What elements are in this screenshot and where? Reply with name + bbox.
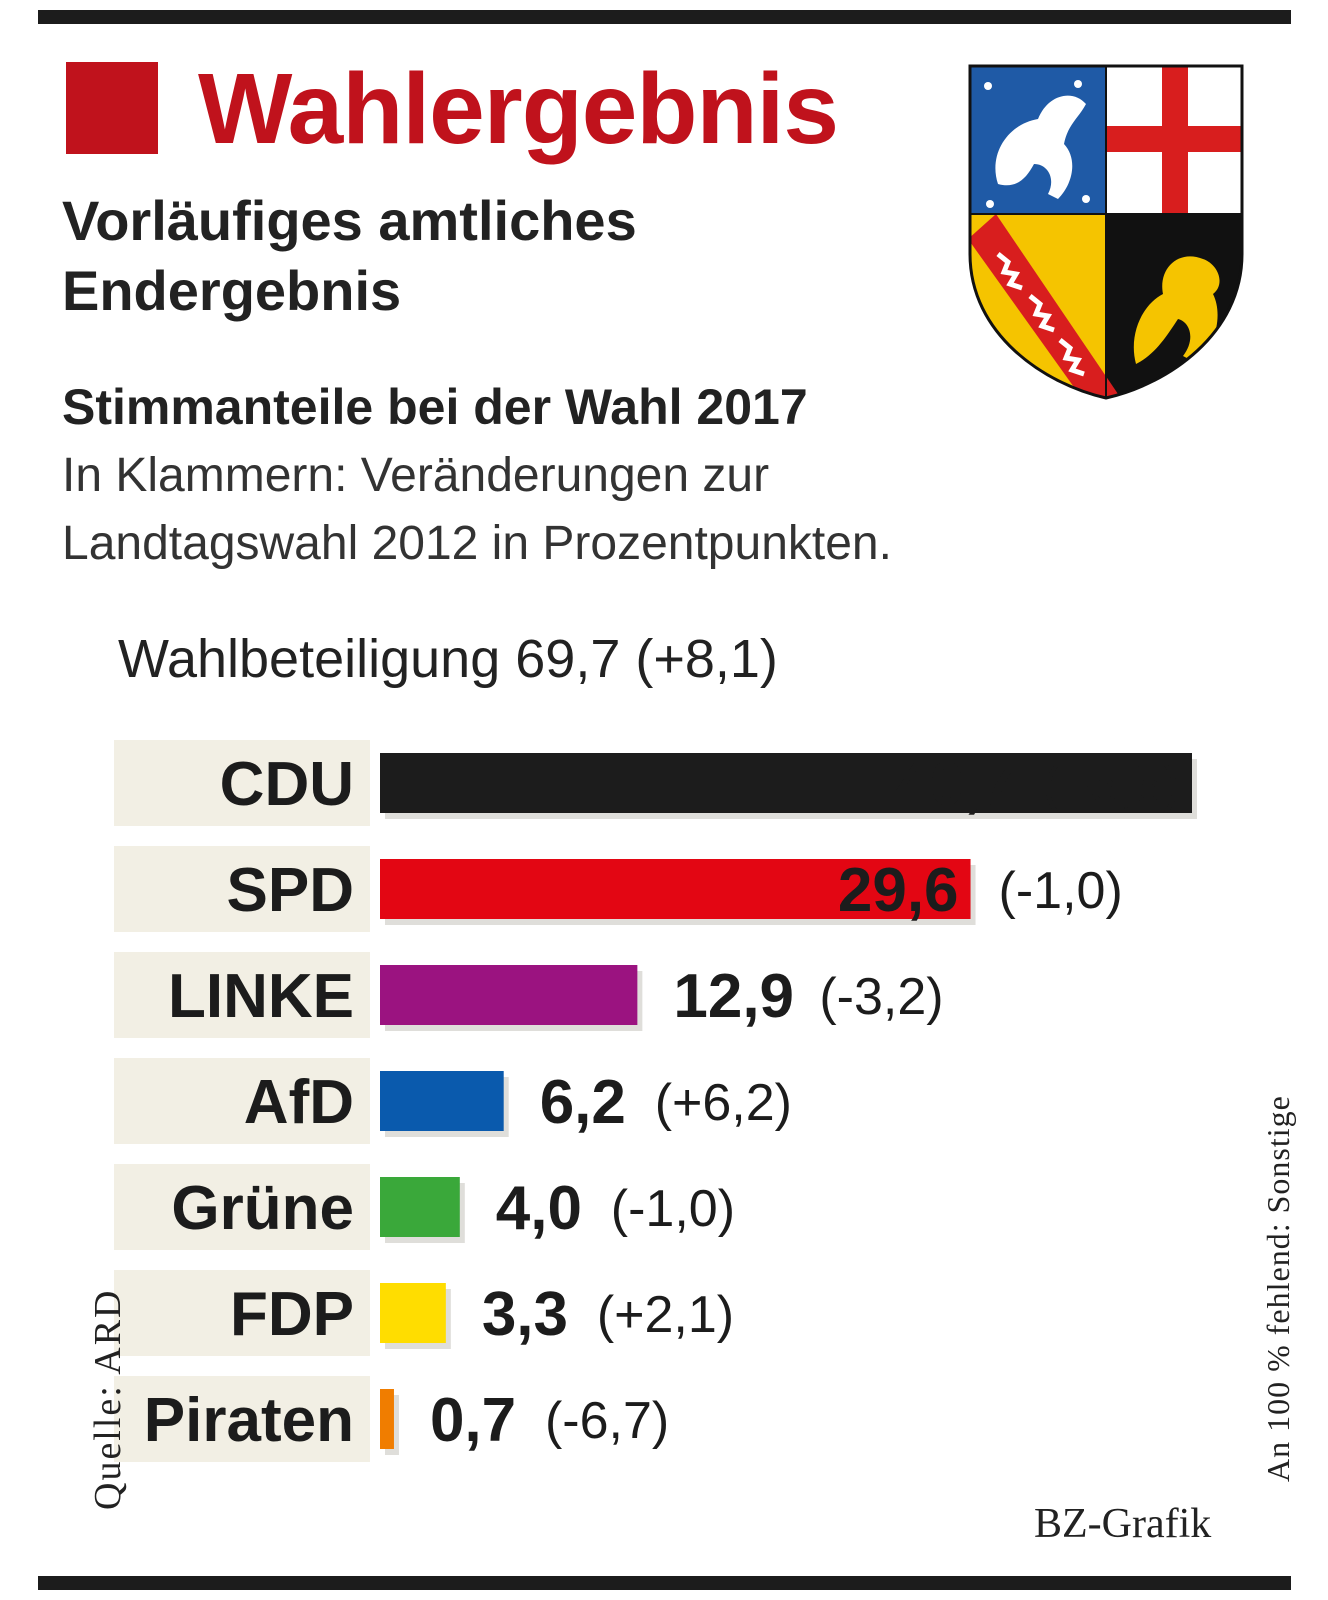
source-note: Quelle: ARD <box>87 1288 129 1510</box>
bar-label-afd: AfD <box>244 1068 354 1137</box>
bar-label-fdp: FDP <box>230 1280 354 1349</box>
bar-cdu <box>380 753 1192 813</box>
bar-label-piraten: Piraten <box>144 1386 354 1455</box>
bar-label-gruene: Grüne <box>171 1174 354 1243</box>
change-label-afd: (+6,2) <box>655 1074 792 1132</box>
bar-label-cdu: CDU <box>220 750 354 819</box>
change-label-cdu: (+5,5) <box>1043 756 1180 814</box>
row-background-spd <box>114 846 370 932</box>
row-background-fdp <box>114 1270 370 1356</box>
value-label-gruene: 4,0 <box>496 1174 582 1243</box>
bar-fdp <box>380 1283 446 1343</box>
row-background-gruene <box>114 1164 370 1250</box>
top-rule <box>38 10 1291 24</box>
subtitle-line-1: Vorläufiges amtliches <box>62 189 637 252</box>
bar-piraten <box>380 1389 394 1449</box>
value-label-fdp: 3,3 <box>482 1280 568 1349</box>
turnout-label: Wahlbeteiligung 69,7 (+8,1) <box>118 629 778 689</box>
subtitle-line-2: Endergebnis <box>62 259 402 322</box>
row-background-cdu <box>114 740 370 826</box>
bar-spd <box>380 859 971 919</box>
value-label-cdu: 40,7 <box>895 750 1016 819</box>
subtitle: Vorläufiges amtliches Endergebnis <box>62 186 637 326</box>
bar-gruene <box>380 1177 460 1237</box>
change-label-fdp: (+2,1) <box>597 1286 734 1344</box>
value-label-spd: 29,6 <box>838 856 959 925</box>
value-label-linke: 12,9 <box>673 962 794 1031</box>
change-label-piraten: (-6,7) <box>545 1392 669 1450</box>
page-title: Wahlergebnis <box>198 53 839 165</box>
bottom-rule <box>38 1576 1291 1590</box>
bar-linke <box>380 965 638 1025</box>
missing-share-note: An 100 % fehlend: Sonstige <box>1260 1095 1296 1482</box>
value-label-piraten: 0,7 <box>430 1386 516 1455</box>
row-background-afd <box>114 1058 370 1144</box>
change-label-spd: (-1,0) <box>999 862 1123 920</box>
bar-label-linke: LINKE <box>168 962 354 1031</box>
bar-afd <box>380 1071 504 1131</box>
chart-note-line-1: In Klammern: Veränderungen zur <box>62 449 770 502</box>
change-label-gruene: (-1,0) <box>611 1180 735 1238</box>
chart-note: In Klammern: Veränderungen zur Landtagsw… <box>62 442 892 578</box>
title-square-icon <box>66 62 158 154</box>
saarland-coat-of-arms-icon <box>968 64 1244 400</box>
row-background-piraten <box>114 1376 370 1462</box>
change-label-linke: (-3,2) <box>819 968 943 1026</box>
graphic-credit: BZ-Grafik <box>1034 1501 1212 1547</box>
row-background-linke <box>114 952 370 1038</box>
chart-heading: Stimmanteile bei der Wahl 2017 <box>62 379 808 435</box>
bar-label-spd: SPD <box>227 856 354 925</box>
chart-note-line-2: Landtagswahl 2012 in Prozentpunkten. <box>62 517 892 570</box>
value-label-afd: 6,2 <box>540 1068 626 1137</box>
